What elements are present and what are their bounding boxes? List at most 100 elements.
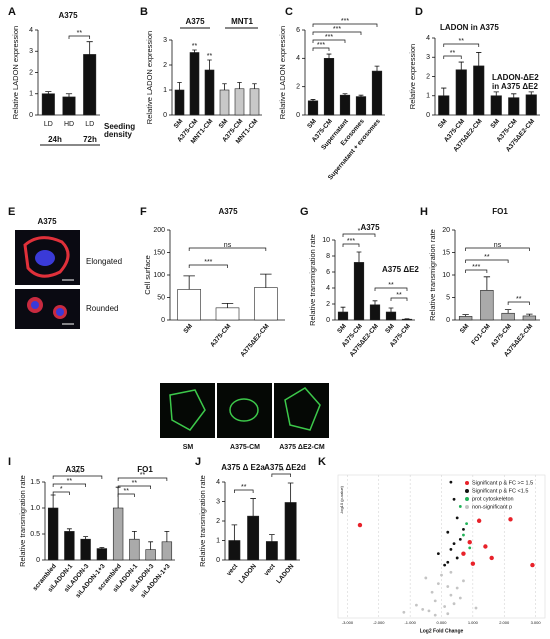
group-label: A375: [185, 17, 205, 26]
bar: [174, 89, 185, 116]
significance-bracket: [390, 297, 408, 301]
panel-letter: I: [8, 456, 11, 468]
y-tick-label: 150: [153, 249, 165, 256]
significance: **: [132, 480, 138, 487]
bar: [204, 69, 215, 116]
point: [458, 505, 462, 508]
y-tick-label: 0: [446, 317, 450, 324]
legend-swatch: [465, 497, 469, 501]
significance-bracket: [312, 39, 346, 43]
error-bar: [115, 486, 121, 508]
group-label: 24h: [48, 135, 62, 144]
significance: **: [459, 38, 465, 45]
point: [452, 497, 456, 501]
panel-letter: F: [140, 206, 147, 218]
y-tick-label: 0.5: [30, 531, 40, 538]
bar: [129, 538, 140, 561]
y-tick-label: 1: [426, 93, 430, 100]
panel-letter: G: [300, 206, 309, 218]
point: [458, 596, 462, 600]
significance: **: [241, 484, 247, 491]
y-tick-label: 1: [216, 537, 220, 544]
significance: **: [388, 282, 394, 289]
significance-bracket: [465, 269, 488, 273]
bar: [215, 307, 240, 321]
point: [452, 602, 456, 606]
bar: [62, 96, 76, 116]
bar: [249, 88, 260, 116]
group-label: Seeding: [104, 122, 135, 131]
error-bar: [66, 528, 72, 532]
point: [443, 605, 447, 608]
image-label: Elongated: [86, 257, 122, 266]
significance-bracket: [234, 489, 254, 493]
point: [415, 603, 418, 607]
error-bar: [342, 93, 348, 96]
y-tick-label: 1.5: [30, 479, 40, 486]
point: [446, 530, 450, 534]
panel-title: FO1: [492, 207, 508, 216]
error-bar: [260, 273, 272, 288]
error-bar: [222, 83, 227, 90]
x-tick-label: SM: [336, 323, 348, 335]
significance: ***: [472, 264, 480, 271]
point: [430, 590, 434, 594]
point: [421, 608, 425, 611]
significance: ***: [333, 26, 341, 33]
point: [449, 547, 453, 551]
error-bar: [192, 49, 197, 53]
group-label: A375: [65, 465, 85, 474]
group-label: A375 ΔE2d: [264, 463, 306, 472]
panel-letter: C: [285, 6, 293, 18]
y-tick-label: 1: [29, 91, 33, 98]
error-bar: [528, 91, 534, 95]
panel-title: A375: [218, 207, 238, 216]
y-tick-label: 5: [446, 294, 450, 301]
error-bar: [310, 99, 316, 101]
error-bar: [99, 547, 105, 549]
panel-letter: H: [420, 206, 428, 218]
y-tick-label: 4: [426, 35, 430, 42]
point: [508, 517, 513, 522]
significance: **: [75, 470, 81, 477]
point: [449, 593, 453, 597]
significance-bracket: [507, 301, 530, 305]
point: [530, 562, 535, 568]
group-label: A375 ΔE2: [382, 265, 419, 274]
significance: **: [140, 472, 146, 479]
bar: [480, 289, 494, 321]
bar: [337, 311, 349, 321]
significance: ***: [317, 42, 325, 49]
bar: [41, 93, 55, 116]
bar: [47, 507, 59, 561]
bar: [401, 318, 413, 321]
y-tick-label: 1: [163, 87, 167, 94]
bar: [265, 541, 278, 561]
legend-label: Significant p & FC <1.5: [472, 488, 528, 494]
y-tick-label: 0: [326, 317, 330, 324]
error-bar: [183, 275, 195, 290]
x-tick-label: -3.000: [342, 620, 354, 625]
bar: [501, 312, 515, 321]
point: [468, 546, 472, 550]
point: [446, 560, 450, 564]
y-axis-label: -log10 (p-value): [339, 485, 344, 514]
group-label: FO1: [137, 465, 153, 474]
y-tick-label: 4: [29, 27, 33, 34]
significance-bracket: [52, 483, 86, 487]
error-bar: [164, 531, 170, 542]
point: [455, 556, 459, 560]
image-label: Rounded: [86, 304, 118, 313]
significance: ***: [325, 34, 333, 41]
point: [436, 552, 440, 556]
point: [462, 533, 465, 537]
point: [461, 551, 466, 556]
bar: [355, 96, 367, 116]
y-tick-label: 0: [36, 557, 40, 564]
y-axis-label: Relative transmigration rate: [18, 475, 27, 567]
error-bar: [358, 94, 364, 97]
point: [427, 609, 431, 613]
y-tick-label: 2: [163, 62, 167, 69]
y-tick-label: 10: [322, 237, 330, 244]
y-tick-label: 3: [216, 498, 220, 505]
